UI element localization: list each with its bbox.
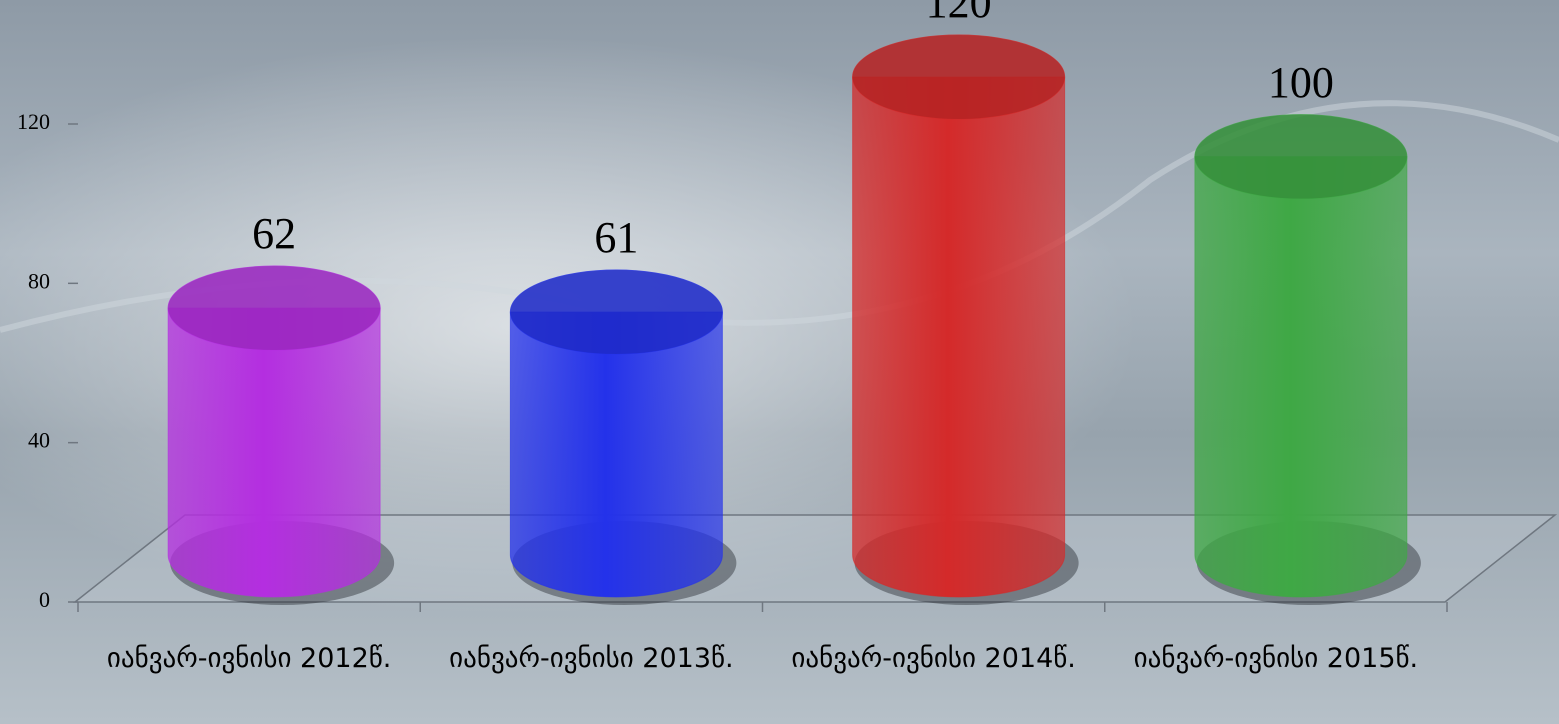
value-label: 120 [926, 0, 992, 27]
value-label: 100 [1268, 58, 1334, 107]
x-tick-label: იანვარ-ივნისი 2015წ. [1133, 643, 1419, 674]
plot: 0 40 80 120 62 61 120 100 [17, 0, 1448, 612]
cylinder-top-shade [510, 270, 723, 355]
bar [852, 76, 1066, 598]
cylinder-top-shade [168, 266, 381, 351]
bar [167, 307, 381, 598]
bar [1194, 156, 1408, 598]
bar [509, 311, 723, 598]
value-label: 62 [252, 209, 296, 258]
y-tick-label: 120 [17, 109, 50, 134]
x-tick-label: იანვარ-ივნისი 2014წ. [791, 643, 1076, 674]
cylinder-top-shade [852, 35, 1065, 119]
value-label: 61 [594, 213, 638, 262]
cylinder-top [167, 265, 381, 351]
cylinder-top [509, 269, 723, 355]
y-tick-label: 0 [39, 587, 50, 612]
x-tick-label: იანვარ-ივნისი 2012წ. [106, 643, 392, 674]
y-tick-label: 80 [28, 268, 50, 293]
x-tick-label: იანვარ-ივნისი 2013წ. [449, 643, 734, 674]
y-tick-label: 40 [28, 428, 50, 453]
chart-floor [72, 514, 1558, 603]
cylinder-top [1194, 114, 1408, 200]
cylinder-top-shade [1194, 114, 1407, 199]
cylinder-top [852, 34, 1066, 120]
